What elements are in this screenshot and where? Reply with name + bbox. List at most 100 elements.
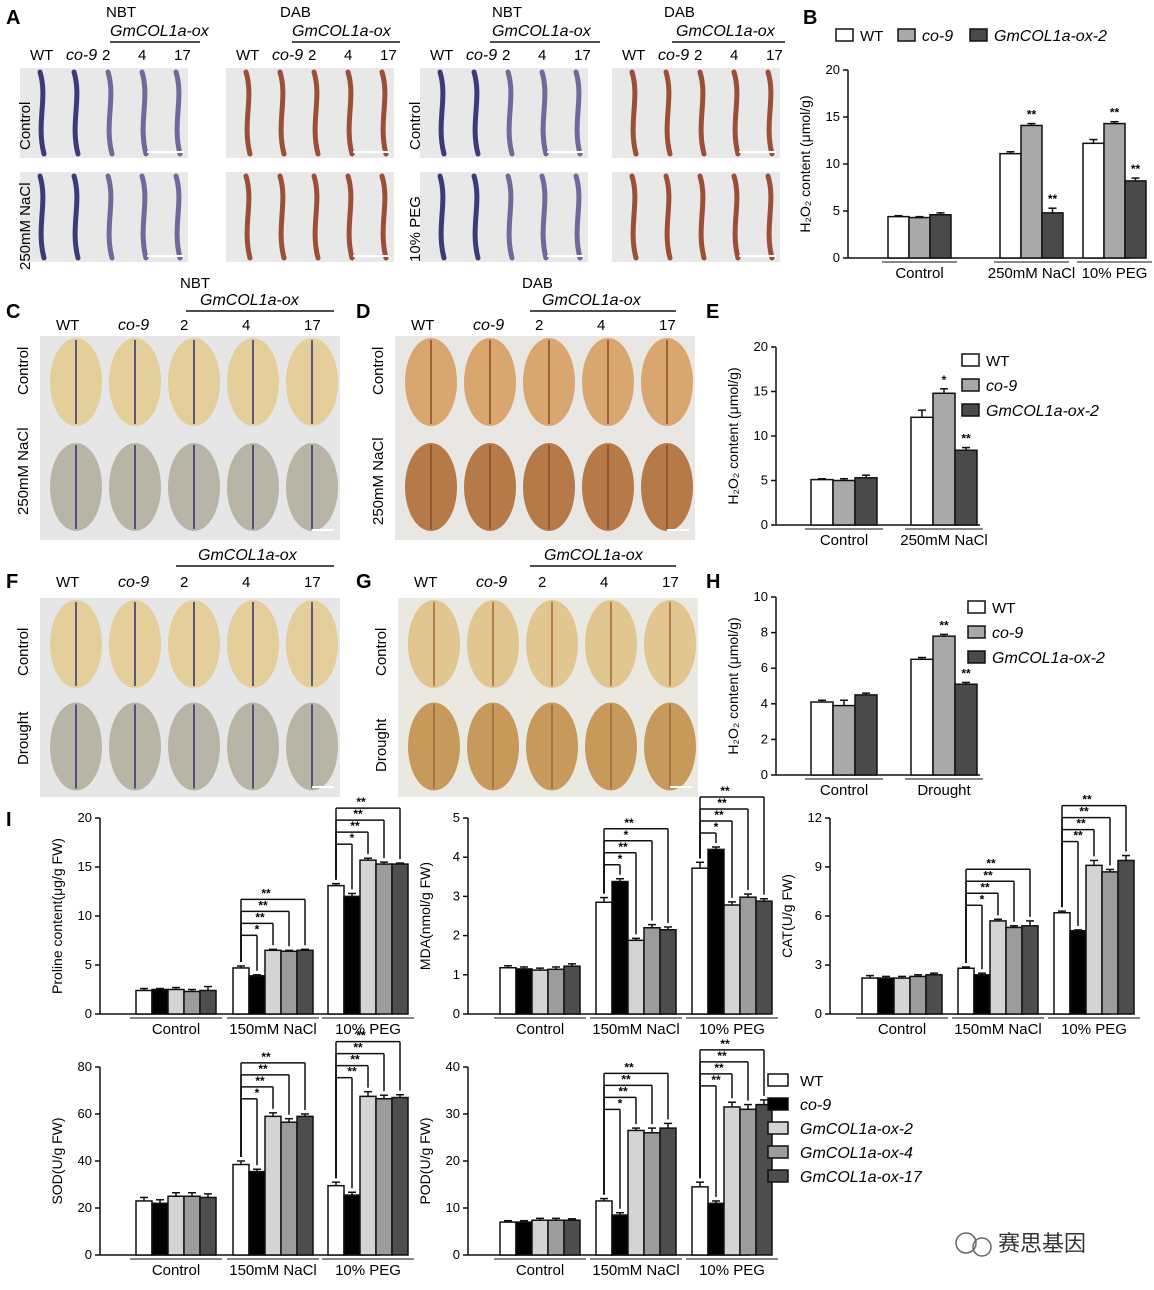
root: [437, 69, 447, 157]
significance-star: **: [618, 840, 628, 854]
bar: [296, 1115, 314, 1256]
bar: [359, 1095, 377, 1256]
legend-label: GmCOL1a-ox-17: [800, 1169, 923, 1186]
significance-star: **: [1082, 793, 1092, 807]
legend-swatch: [835, 28, 854, 42]
bar: [810, 701, 834, 776]
panel-a-construct-3: GmCOL1a-ox: [492, 23, 592, 40]
significance-star: **: [980, 880, 990, 894]
y-tick-label: 10: [754, 589, 768, 604]
leaf-panel-genotype-label: 17: [304, 317, 321, 334]
leaf-panel-genotype-label: co-9: [473, 317, 504, 334]
bar: [909, 975, 927, 1015]
legend-swatch: [967, 600, 986, 614]
x-category-label: Control: [152, 1262, 200, 1279]
significance-star: **: [621, 1072, 631, 1086]
bar: [954, 449, 978, 526]
significance-star: *: [618, 852, 623, 866]
root: [37, 69, 47, 157]
bar: [887, 215, 910, 259]
panel-a-genotype-label: WT: [236, 47, 259, 64]
panel-a-row-peg-right: 10% PEG: [407, 196, 424, 262]
y-tick-label: 20: [754, 339, 768, 354]
bar: [627, 1129, 645, 1256]
significance-star: **: [350, 1053, 360, 1067]
panel-a-genotype-label: co-9: [66, 47, 97, 64]
leaf-panel-row-label: Drought: [373, 718, 390, 772]
leaf-panel-construct-label: GmCOL1a-ox: [544, 547, 644, 564]
y-tick-label: 10: [754, 428, 768, 443]
root-photo-bg: [20, 68, 188, 158]
significance-star: **: [983, 868, 993, 882]
legend-swatch: [767, 1073, 789, 1087]
significance-star: **: [353, 807, 363, 821]
bar: [854, 694, 878, 776]
leaf-panel-construct-label: GmCOL1a-ox: [542, 292, 642, 309]
x-category-label: Control: [895, 265, 943, 282]
panel-a-genotype-label: 17: [574, 47, 591, 64]
bar: [391, 1096, 409, 1256]
bar: [375, 1097, 393, 1256]
bar: [563, 1219, 581, 1256]
legend-label: GmCOL1a-ox-2: [986, 403, 1099, 420]
bar: [1082, 142, 1105, 259]
panel-a-genotype-label: 17: [766, 47, 783, 64]
leaf-panel-genotype-label: 4: [597, 317, 605, 334]
bar: [910, 658, 934, 776]
legend-label: WT: [860, 28, 883, 45]
x-category-label: 250mM NaCl: [988, 265, 1076, 282]
leaf-panel-row-label: Control: [15, 628, 32, 676]
root: [663, 69, 673, 157]
significance-star: **: [356, 1029, 366, 1043]
legend-swatch: [961, 353, 980, 367]
panel-a-photos: NBT DAB NBT DAB GmCOL1a-ox GmCOL1a-ox Gm…: [17, 4, 785, 270]
y-tick-label: 60: [78, 1106, 92, 1121]
bar: [989, 920, 1007, 1015]
chart-legend: WT co-9 GmCOL1a-ox-2: [967, 600, 1105, 667]
bar: [547, 968, 565, 1015]
significance-star: *: [255, 922, 260, 936]
legend-label: co-9: [992, 625, 1023, 642]
bar: [595, 1200, 613, 1256]
leaf-panel-genotype-label: 2: [535, 317, 543, 334]
leaf-panel-genotype-label: WT: [411, 317, 434, 334]
root: [505, 173, 515, 261]
significance-star: *: [618, 1096, 623, 1110]
y-tick-label: 12: [808, 810, 822, 825]
bar: [611, 1214, 629, 1256]
bar: [1124, 180, 1147, 259]
panel-a-row-control-right: Control: [407, 102, 424, 150]
bar: [280, 1121, 298, 1256]
root-photo-bg: [226, 172, 394, 262]
x-category-label: Control: [878, 1021, 926, 1038]
legend-label: WT: [986, 353, 1009, 370]
panel-a-genotype-label: WT: [622, 47, 645, 64]
bar: [280, 950, 298, 1015]
significance-star: **: [618, 1084, 628, 1098]
panel-a-genotype-label: 2: [694, 47, 702, 64]
legend-label: co-9: [986, 378, 1017, 395]
bar: [232, 1163, 250, 1256]
bar: [932, 392, 956, 526]
root: [573, 69, 583, 157]
leaf-panel-genotype-label: WT: [414, 574, 437, 591]
significance-star: **: [624, 816, 634, 830]
y-tick-label: 20: [78, 810, 92, 825]
bar: [1005, 926, 1023, 1015]
significance-star: **: [717, 796, 727, 810]
bar: [515, 1221, 533, 1256]
y-tick-label: 0: [453, 1247, 460, 1262]
bar: [643, 1132, 661, 1256]
panel-label-e: E: [706, 301, 719, 323]
y-tick-label: 20: [78, 1200, 92, 1215]
leaf-panel-genotype-label: 4: [242, 574, 250, 591]
bar: [999, 152, 1022, 259]
y-tick-label: 10: [826, 156, 840, 171]
bar: [1101, 871, 1119, 1015]
bar: [359, 859, 377, 1015]
bar: [925, 974, 943, 1015]
significance-star: *: [255, 1086, 260, 1100]
leaf-panel-row-label: Control: [15, 347, 32, 395]
panel-a-construct-1: GmCOL1a-ox: [110, 23, 210, 40]
